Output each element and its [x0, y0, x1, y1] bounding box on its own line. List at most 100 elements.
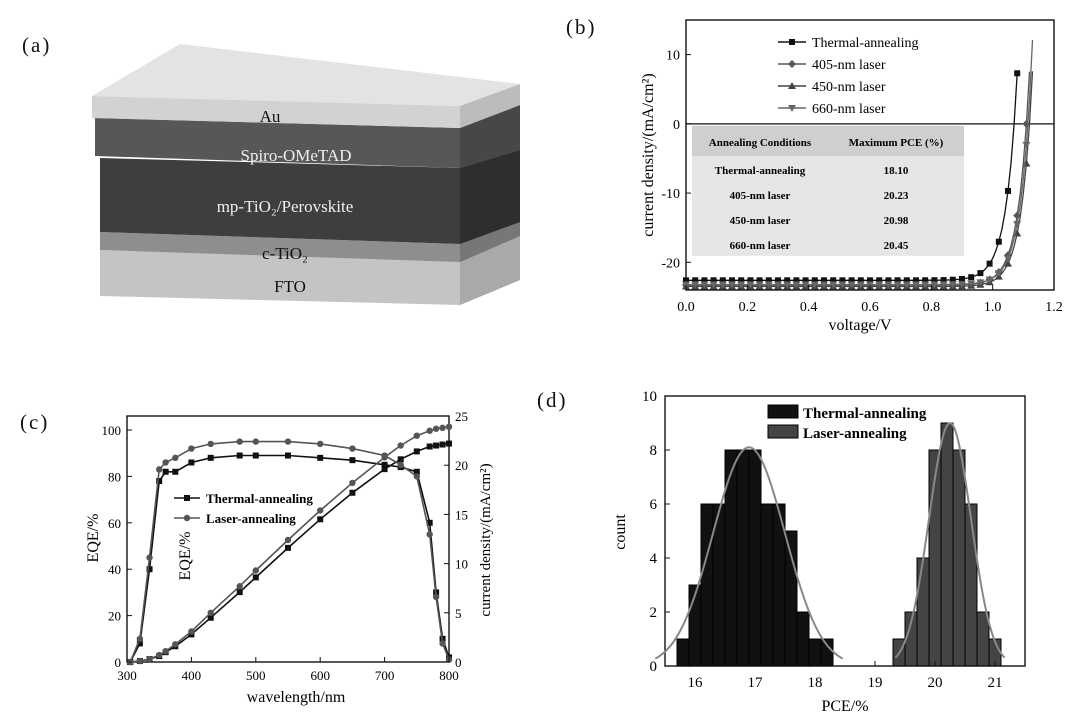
layer-label-ctio2: c-TiO₂ — [262, 244, 308, 263]
jsc-marker — [285, 544, 291, 551]
jsc-ytick-label: 5 — [455, 606, 462, 621]
jsc-ylabel: current density/(mA/cm²) — [478, 463, 494, 616]
eqe-marker — [284, 438, 292, 445]
jv-marker — [839, 277, 846, 284]
jsc-marker — [136, 657, 144, 665]
jv-table-header-1: Maximum PCE (%) — [849, 137, 944, 149]
eqe-xtick-label: 700 — [375, 668, 395, 683]
eqe-xtick-label: 300 — [117, 668, 137, 683]
jsc-marker — [252, 574, 259, 581]
hist-xtick-label: 18 — [808, 675, 823, 691]
hist-legend-swatch — [767, 404, 799, 419]
jv-marker — [875, 281, 884, 289]
jv-marker — [1004, 259, 1012, 267]
jsc-marker — [381, 466, 388, 473]
jsc-marker — [432, 425, 440, 432]
jv-xtick-label: 0.8 — [923, 300, 941, 315]
hist-bar — [940, 422, 954, 667]
jv-table-cell: Thermal-annealing — [715, 165, 806, 177]
jv-marker — [738, 277, 745, 284]
eqe-marker — [413, 468, 420, 475]
hist-bar — [676, 638, 690, 667]
eqe-marker — [146, 566, 153, 573]
jv-legend-marker — [788, 60, 796, 68]
jv-table-cell: 20.23 — [884, 190, 909, 202]
jv-marker — [784, 277, 791, 284]
jv-xtick-label: 0.2 — [739, 300, 757, 315]
eqe-marker — [172, 454, 179, 462]
jv-marker — [682, 281, 690, 289]
jv-marker — [985, 276, 994, 284]
panel-label-b: (b) — [566, 15, 597, 39]
eqe-marker — [156, 466, 163, 473]
jv-marker — [756, 277, 763, 284]
jv-marker — [912, 281, 920, 289]
jv-marker — [986, 260, 993, 267]
eqe-marker — [236, 452, 243, 459]
eqe-ytick-label: 40 — [108, 562, 121, 577]
eqe-marker — [381, 461, 388, 468]
jv-legend-label: 660-nm laser — [812, 102, 886, 117]
jv-marker — [764, 281, 773, 289]
jv-marker — [820, 281, 828, 289]
jv-marker — [921, 281, 930, 289]
eqe-marker — [349, 457, 356, 464]
jsc-marker — [284, 536, 292, 544]
jv-marker — [718, 281, 727, 289]
layer-ctio2 — [100, 222, 520, 262]
jv-xtick-label: 1.2 — [1045, 300, 1063, 315]
eqe-marker — [156, 478, 163, 485]
jv-marker — [729, 277, 735, 284]
eqe-marker — [136, 640, 143, 647]
jsc-ytick-label: 20 — [455, 458, 468, 473]
hist-xtick-label: 16 — [688, 675, 704, 691]
jv-xtick-label: 0.4 — [800, 300, 818, 315]
jv-legend-label: Thermal-annealing — [812, 36, 919, 51]
hist-bar — [748, 449, 762, 667]
jsc-marker — [413, 448, 420, 455]
eqe-marker — [252, 438, 259, 445]
eqe-marker — [188, 459, 195, 466]
jv-marker — [866, 281, 874, 289]
eqe-ytick-label: 0 — [115, 655, 122, 670]
hist-xtick-label: 21 — [988, 675, 1003, 691]
eqe-marker — [426, 519, 433, 526]
eqe-legend-marker — [184, 495, 190, 501]
jv-marker — [931, 277, 938, 284]
eqe-marker — [439, 640, 446, 647]
jv-marker — [959, 275, 965, 282]
jv-xtick-label: 0.6 — [861, 300, 879, 315]
jsc-marker — [317, 516, 324, 523]
jsc-marker — [433, 442, 440, 449]
eqe-marker — [317, 440, 324, 448]
hist-ytick-label: 6 — [650, 497, 658, 513]
jv-marker — [747, 277, 754, 284]
jsc-ytick-label: 15 — [455, 507, 468, 522]
jv-marker — [977, 270, 984, 277]
jv-marker — [746, 281, 755, 289]
eqe-legend-label: Thermal-annealing — [206, 491, 313, 506]
jv-table-header-0: Annealing Conditions — [709, 137, 812, 149]
eqe-ytick-label: 20 — [108, 609, 121, 624]
jsc-marker — [439, 441, 446, 448]
jv-marker — [1014, 70, 1021, 77]
eqe-ylabel: EQE/% — [85, 514, 102, 563]
jv-marker — [884, 281, 893, 289]
eqe-marker — [172, 468, 179, 475]
jsc-marker — [207, 609, 214, 616]
jv-marker — [683, 277, 689, 284]
layer-fto — [100, 236, 520, 305]
jsc-marker — [188, 628, 195, 635]
hist-bar — [964, 503, 978, 667]
jv-marker — [893, 281, 902, 289]
hist-ytick-label: 8 — [650, 443, 658, 459]
eqe-marker — [162, 459, 169, 466]
jv-marker — [922, 277, 929, 284]
jv-marker — [913, 277, 919, 284]
jsc-marker — [252, 567, 259, 574]
jsc-ytick-label: 25 — [455, 409, 468, 424]
jv-marker — [737, 281, 746, 289]
hist-xtick-label: 19 — [868, 675, 883, 691]
jv-marker — [848, 277, 855, 284]
jv-marker — [793, 277, 800, 284]
